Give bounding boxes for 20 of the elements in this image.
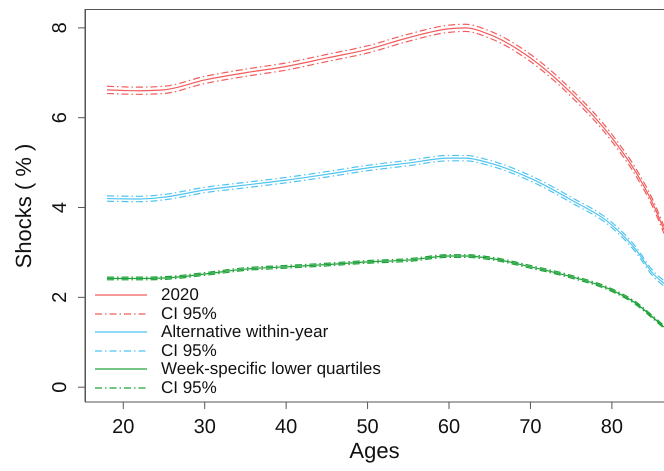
y-tick-label: 2 xyxy=(49,292,71,303)
legend-label: CI 95% xyxy=(161,378,217,398)
y-tick-label: 4 xyxy=(49,202,71,214)
legend-label: CI 95% xyxy=(161,340,217,361)
x-axis-title: Ages xyxy=(348,438,401,464)
legend-label: Week-specific lower quartiles xyxy=(161,359,381,380)
legend-label: CI 95% xyxy=(161,304,217,324)
legend-label: Alternative within-year xyxy=(161,322,328,342)
y-tick-label: 6 xyxy=(49,112,71,124)
x-tick-label: 20 xyxy=(112,416,134,438)
y-tick-label: 0 xyxy=(49,382,71,393)
x-tick-label: 60 xyxy=(438,416,460,438)
x-tick-label: 40 xyxy=(275,416,298,438)
y-tick-label: 8 xyxy=(49,22,71,34)
y-axis-title: Shocks ( % ) xyxy=(11,143,37,268)
legend-label: 2020 xyxy=(161,285,199,306)
x-tick-label: 70 xyxy=(519,416,542,438)
x-tick-label: 50 xyxy=(356,416,379,438)
x-tick-label: 80 xyxy=(600,416,624,438)
x-tick-label: 30 xyxy=(194,416,216,438)
